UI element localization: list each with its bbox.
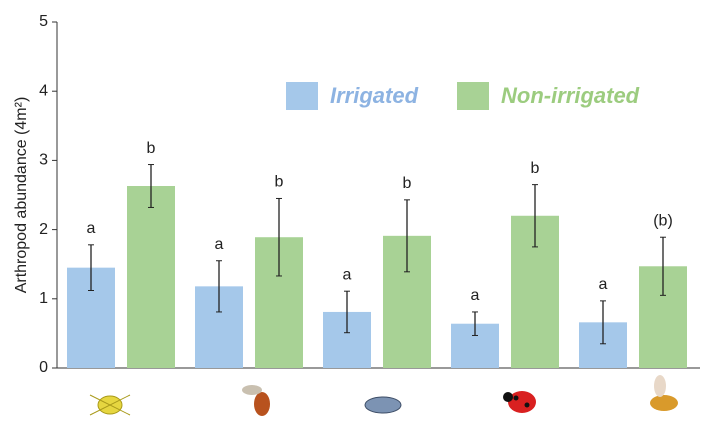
y-tick-label: 4 — [39, 82, 48, 99]
spider-icon — [90, 395, 130, 415]
y-tick-label: 0 — [39, 359, 48, 376]
legend-swatch — [286, 82, 318, 110]
significance-letter: b — [403, 175, 412, 192]
significance-letter: b — [531, 160, 540, 177]
legend-text: Irrigated — [330, 83, 419, 108]
wasp-icon — [242, 385, 270, 416]
significance-letter: b — [275, 174, 284, 191]
chart: Arthropod abundance (4m²) 0 1 2 3 4 5 a a a a a Irr… — [0, 0, 702, 423]
significance-letter: a — [215, 236, 224, 253]
significance-letter: a — [599, 276, 608, 293]
significance-letter: a — [87, 220, 96, 237]
ladybug-icon — [503, 391, 536, 413]
y-tick-label: 3 — [39, 152, 48, 169]
y-tick-label: 1 — [39, 290, 48, 307]
significance-letter: a — [343, 266, 352, 283]
legend-text: Non-irrigated — [501, 83, 640, 108]
significance-letter: b — [147, 140, 156, 157]
significance-letter: a — [471, 287, 480, 304]
y-tick-label: 5 — [39, 13, 48, 30]
bar — [127, 186, 175, 368]
y-tick-label: 2 — [39, 221, 48, 238]
significance-letter: (b) — [653, 212, 673, 229]
larva-icon — [365, 397, 401, 413]
legend-swatch — [457, 82, 489, 110]
y-axis-label: Arthropod abundance (4m²) — [13, 97, 30, 294]
bee-icon — [650, 375, 678, 411]
